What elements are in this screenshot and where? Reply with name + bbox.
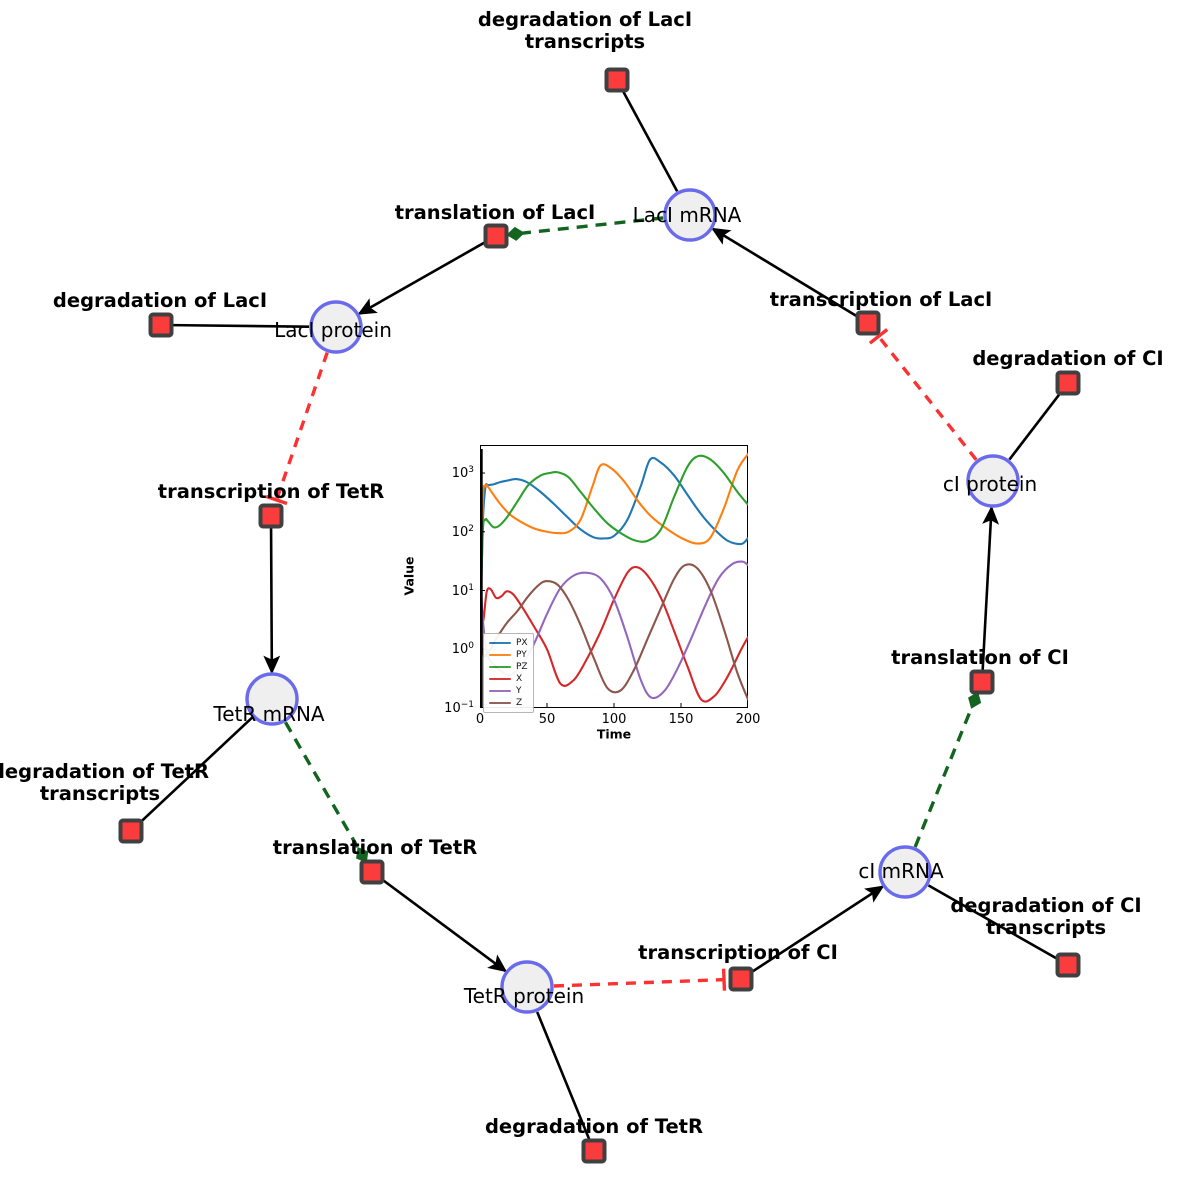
edge-consume	[536, 1011, 591, 1141]
species-node[interactable]	[500, 960, 554, 1014]
chart-legend-label: PZ	[516, 662, 528, 672]
inset-chart: 10−1 100 101 102 103 0 50 100 150 200 Value Time…	[402, 437, 763, 752]
edge-inhibition	[274, 351, 329, 501]
edge-modifier	[913, 691, 982, 848]
chart-line-PZ	[480, 456, 748, 650]
chart-legend-label: PY	[516, 650, 527, 660]
species-node[interactable]	[245, 672, 299, 726]
edge-consume	[138, 716, 254, 824]
species-node[interactable]	[663, 188, 717, 242]
edge-produce	[981, 505, 1000, 671]
chart-legend-item: PX	[487, 637, 528, 649]
chart-x-tick: 50	[538, 712, 556, 727]
chart-legend-item: X	[487, 673, 528, 685]
chart-legend-item: PZ	[487, 661, 528, 673]
reaction-node[interactable]	[969, 669, 995, 695]
chart-legend-label: Z	[516, 698, 523, 708]
chart-line-X	[480, 567, 748, 702]
edge-consume	[621, 89, 679, 192]
species-node[interactable]	[966, 454, 1020, 508]
edge-consume	[1008, 391, 1062, 461]
chart-y-tick: 103	[451, 464, 474, 482]
chart-x-tick: 100	[601, 712, 627, 727]
chart-y-tick: 100	[451, 641, 474, 658]
nodes-layer	[118, 67, 1081, 1164]
chart-legend-swatch	[489, 641, 511, 645]
chart-legend-item: Z	[487, 697, 528, 709]
reaction-node[interactable]	[1055, 952, 1081, 978]
reaction-node[interactable]	[1055, 370, 1081, 396]
edge-produce	[357, 240, 487, 315]
chart-x-tick: 150	[668, 712, 694, 727]
reaction-node[interactable]	[359, 859, 385, 885]
chart-legend: PX PY PZ X Y Z	[483, 633, 534, 713]
chart-legend-label: X	[516, 674, 523, 684]
chart-line-Z	[480, 564, 748, 699]
chart-legend-swatch	[489, 665, 511, 669]
chart-legend-swatch	[489, 689, 511, 693]
chart-line-PX	[480, 458, 748, 649]
edge-modifier	[506, 216, 664, 241]
chart-x-tick: 0	[475, 712, 485, 727]
reaction-node[interactable]	[258, 503, 284, 529]
chart-legend-item: Y	[487, 685, 528, 697]
edge-produce	[711, 227, 859, 318]
chart-line-PY	[480, 454, 748, 649]
edge-modifier	[284, 721, 369, 863]
chart-y-tick: 101	[451, 582, 474, 599]
chart-y-axis-label: Value	[401, 556, 417, 596]
chart-legend-label: PX	[516, 638, 528, 648]
chart-x-tick: 200	[735, 712, 761, 727]
edges-layer	[138, 89, 1062, 1141]
chart-x-axis-label: Time	[596, 726, 632, 742]
reaction-node[interactable]	[855, 310, 881, 336]
edge-inhibition	[877, 335, 978, 461]
chart-legend-swatch	[489, 701, 511, 705]
reaction-node[interactable]	[728, 966, 754, 992]
edge-inhibition	[553, 977, 725, 988]
inhibition-tee-icon	[868, 328, 889, 345]
inhibition-tee-icon	[265, 494, 288, 506]
species-node[interactable]	[309, 300, 363, 354]
chart-y-tick: 10−1	[444, 699, 474, 717]
chart-legend-item: PY	[487, 649, 528, 661]
reaction-node[interactable]	[581, 1138, 607, 1164]
reaction-node[interactable]	[148, 312, 174, 338]
edge-consume	[172, 323, 310, 328]
reaction-node[interactable]	[118, 818, 144, 844]
edge-produce	[750, 885, 885, 974]
edge-consume	[927, 884, 1059, 961]
reaction-node[interactable]	[604, 67, 630, 93]
chart-legend-swatch	[489, 653, 511, 657]
chart-legend-swatch	[489, 677, 511, 681]
inhibition-tee-icon	[721, 968, 727, 991]
chart-y-tick: 102	[451, 523, 474, 540]
chart-legend-label: Y	[516, 686, 522, 696]
reaction-node[interactable]	[483, 223, 509, 249]
edge-produce	[380, 878, 508, 973]
species-node[interactable]	[878, 845, 932, 899]
edge-produce	[263, 527, 281, 675]
